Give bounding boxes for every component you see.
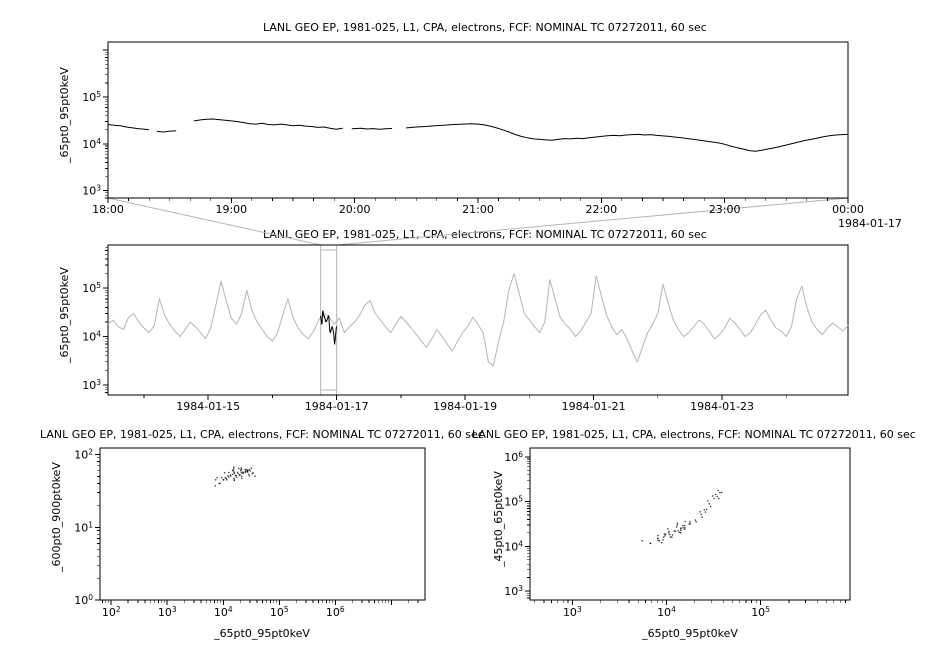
svg-text:104: 104 — [657, 605, 676, 619]
svg-text:103: 103 — [504, 584, 523, 598]
svg-text:103: 103 — [82, 378, 101, 392]
svg-text:102: 102 — [102, 605, 121, 619]
scatter-left-title: LANL GEO EP, 1981-025, L1, CPA, electron… — [40, 428, 484, 441]
svg-text:105: 105 — [504, 495, 523, 509]
svg-text:103: 103 — [158, 605, 177, 619]
svg-text:104: 104 — [504, 539, 523, 553]
svg-text:23:00: 23:00 — [709, 203, 741, 216]
context-panel-title: LANL GEO EP, 1981-025, L1, CPA, electron… — [263, 228, 707, 241]
svg-text:1984-01-19: 1984-01-19 — [433, 400, 497, 413]
svg-text:105: 105 — [270, 605, 289, 619]
svg-text:105: 105 — [751, 605, 770, 619]
scatter-left-panel[interactable]: 100 101 102 102 103 104 105 106 — [74, 447, 426, 619]
svg-text:104: 104 — [82, 330, 101, 344]
scatter-right-title: LANL GEO EP, 1981-025, L1, CPA, electron… — [472, 428, 916, 441]
svg-text:1984-01-17: 1984-01-17 — [305, 400, 369, 413]
scatter-right-panel[interactable]: 103 104 105 106 103 104 105 — [504, 447, 851, 619]
context-overview-panel[interactable]: 103 104 105 1984-01-15 1984-01-17 1984-01-19 1… — [82, 244, 849, 413]
svg-text:20:00: 20:00 — [339, 203, 371, 216]
svg-text:105: 105 — [82, 281, 101, 295]
svg-text:21:00: 21:00 — [462, 203, 494, 216]
svg-text:101: 101 — [74, 520, 93, 534]
top-panel-title: LANL GEO EP, 1981-025, L1, CPA, electron… — [263, 21, 707, 34]
svg-text:106: 106 — [326, 605, 345, 619]
svg-text:103: 103 — [82, 184, 101, 198]
svg-text:18:00: 18:00 — [92, 203, 124, 216]
svg-text:103: 103 — [563, 605, 582, 619]
svg-text:104: 104 — [214, 605, 233, 619]
zoom-connector-overlay[interactable] — [107, 197, 849, 396]
svg-text:19:00: 19:00 — [215, 203, 247, 216]
svg-text:105: 105 — [82, 90, 101, 104]
scatter-left-xlabel: _65pt0_95pt0keV — [214, 627, 310, 640]
scatter-right-xlabel: _65pt0_95pt0keV — [642, 627, 738, 640]
top-timeseries-panel[interactable]: 103 104 105 18:00 19:00 20:00 21:00 22:00 23:00 0… — [82, 41, 864, 216]
svg-text:1984-01-15: 1984-01-15 — [176, 400, 240, 413]
svg-text:1984-01-23: 1984-01-23 — [690, 400, 754, 413]
svg-text:102: 102 — [74, 448, 93, 462]
svg-text:104: 104 — [82, 137, 101, 151]
svg-text:22:00: 22:00 — [585, 203, 617, 216]
top-panel-date-annotation: 1984-01-17 — [838, 217, 902, 230]
svg-text:106: 106 — [504, 450, 523, 464]
svg-text:00:00: 00:00 — [832, 203, 864, 216]
svg-text:100: 100 — [74, 593, 93, 607]
svg-text:1984-01-21: 1984-01-21 — [562, 400, 626, 413]
